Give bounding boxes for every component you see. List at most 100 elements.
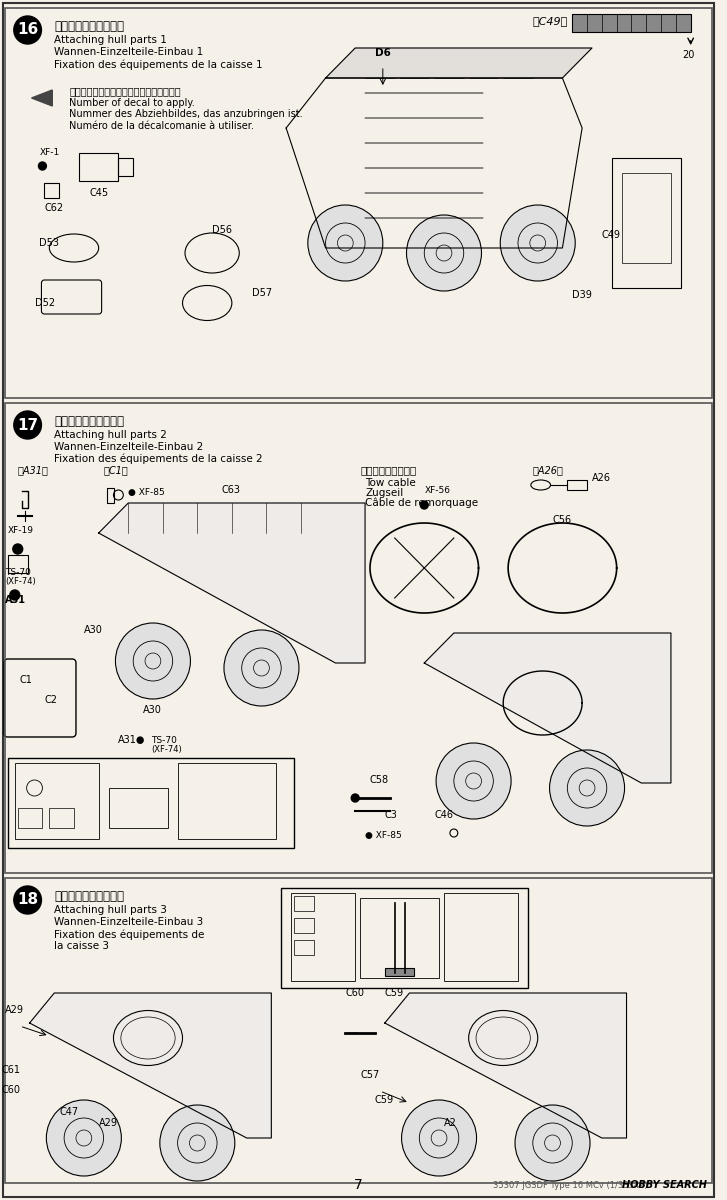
Text: 《C1》: 《C1》 <box>104 464 129 475</box>
Bar <box>44 182 59 198</box>
Text: 《C49》: 《C49》 <box>533 16 568 26</box>
Circle shape <box>10 590 20 600</box>
Text: (XF-74): (XF-74) <box>5 577 36 586</box>
Bar <box>8 758 294 848</box>
Text: Fixation des équipements de: Fixation des équipements de <box>55 929 204 940</box>
Text: 18: 18 <box>17 893 39 907</box>
Text: A26: A26 <box>592 473 611 482</box>
Text: 車体部品の取り付け１: 車体部品の取り付け１ <box>55 20 124 32</box>
Bar <box>5 8 712 398</box>
Bar <box>119 158 133 176</box>
Text: A31●: A31● <box>119 734 146 745</box>
Text: D39: D39 <box>572 290 592 300</box>
Text: C61: C61 <box>2 1066 21 1075</box>
Text: Tow cable: Tow cable <box>365 478 416 488</box>
Text: C58: C58 <box>370 775 389 785</box>
Text: Fixation des équipements de la caisse 1: Fixation des équipements de la caisse 1 <box>55 59 263 70</box>
FancyBboxPatch shape <box>3 2 715 1198</box>
Text: D53: D53 <box>39 238 60 248</box>
Text: C63: C63 <box>222 485 241 494</box>
Polygon shape <box>425 634 671 782</box>
Bar <box>622 173 671 263</box>
Text: A29: A29 <box>99 1118 118 1128</box>
Bar <box>49 808 74 828</box>
Bar <box>177 763 276 839</box>
Text: C62: C62 <box>44 203 64 214</box>
Text: Numéro de la décalcomanie à utiliser.: Numéro de la décalcomanie à utiliser. <box>69 121 254 131</box>
Text: (XF-74): (XF-74) <box>151 745 182 754</box>
Text: C60: C60 <box>345 988 364 998</box>
Circle shape <box>14 16 41 44</box>
Text: 車体部品の取り付け２: 車体部品の取り付け２ <box>55 415 124 428</box>
Text: ● XF-85: ● XF-85 <box>128 488 165 497</box>
Text: C2: C2 <box>44 695 57 704</box>
Circle shape <box>351 794 359 802</box>
Text: Number of decal to apply.: Number of decal to apply. <box>69 98 195 108</box>
Bar <box>444 893 518 982</box>
Text: 16: 16 <box>17 23 39 37</box>
Polygon shape <box>326 48 592 78</box>
Text: A29: A29 <box>5 1006 24 1015</box>
Polygon shape <box>99 503 365 662</box>
Circle shape <box>515 1105 590 1181</box>
Text: 《ワイヤーロープ》: 《ワイヤーロープ》 <box>360 464 417 475</box>
Circle shape <box>308 205 383 281</box>
Text: Câble de remorquage: Câble de remorquage <box>365 498 478 508</box>
Circle shape <box>39 162 47 170</box>
Circle shape <box>406 215 481 290</box>
Bar <box>360 898 439 978</box>
Text: A30: A30 <box>143 704 162 715</box>
Text: C3: C3 <box>385 810 398 820</box>
Bar <box>5 403 712 874</box>
Text: A30: A30 <box>84 625 103 635</box>
Polygon shape <box>31 90 52 106</box>
Text: HOBBY SEARCH: HOBBY SEARCH <box>622 1180 707 1190</box>
Text: D57: D57 <box>252 288 272 298</box>
Text: Attaching hull parts 1: Attaching hull parts 1 <box>55 35 167 44</box>
Text: 車体部品の取り付け３: 車体部品の取り付け３ <box>55 890 124 902</box>
Text: ● XF-85: ● XF-85 <box>365 830 402 840</box>
Text: XF-56: XF-56 <box>425 486 450 494</box>
Text: XF-1: XF-1 <box>39 148 60 157</box>
Circle shape <box>420 502 428 509</box>
Circle shape <box>13 544 23 554</box>
Text: D6: D6 <box>375 48 391 58</box>
Text: C57: C57 <box>360 1070 379 1080</box>
Text: Nummer des Abziehbildes, das anzubringen ist.: Nummer des Abziehbildes, das anzubringen… <box>69 109 302 119</box>
Bar <box>5 878 712 1183</box>
Text: 7: 7 <box>354 1178 363 1192</box>
Circle shape <box>14 886 41 914</box>
Text: D56: D56 <box>212 226 232 235</box>
Text: C49: C49 <box>602 230 621 240</box>
Bar <box>611 158 680 288</box>
Text: Wannen-Einzelteile-Einbau 2: Wannen-Einzelteile-Einbau 2 <box>55 442 204 452</box>
Circle shape <box>47 1100 121 1176</box>
Bar <box>8 554 28 572</box>
Bar <box>15 763 99 839</box>
Bar <box>107 488 114 503</box>
Circle shape <box>500 205 575 281</box>
Circle shape <box>401 1100 477 1176</box>
Text: C45: C45 <box>89 188 108 198</box>
Text: D52: D52 <box>35 298 55 308</box>
Text: la caisse 3: la caisse 3 <box>55 941 109 950</box>
Text: C56: C56 <box>553 515 571 526</box>
Text: TS-70: TS-70 <box>5 568 31 577</box>
Circle shape <box>436 743 511 818</box>
Text: A31: A31 <box>5 595 26 605</box>
Polygon shape <box>30 994 271 1138</box>
Circle shape <box>14 410 41 439</box>
Polygon shape <box>385 994 627 1138</box>
Bar <box>108 788 168 828</box>
Text: TS-70: TS-70 <box>151 736 177 745</box>
Circle shape <box>224 630 299 706</box>
Text: 20: 20 <box>683 50 695 60</box>
Text: Wannen-Einzelteile-Einbau 1: Wannen-Einzelteile-Einbau 1 <box>55 47 204 56</box>
Bar <box>79 152 119 181</box>
Text: C46: C46 <box>434 810 453 820</box>
Circle shape <box>160 1105 235 1181</box>
Bar <box>572 14 691 32</box>
Text: 35307 JGSDF Type 16 MCv (1/35349): 35307 JGSDF Type 16 MCv (1/35349) <box>494 1181 648 1189</box>
Text: C59: C59 <box>375 1094 394 1105</box>
Text: C1: C1 <box>20 674 33 685</box>
